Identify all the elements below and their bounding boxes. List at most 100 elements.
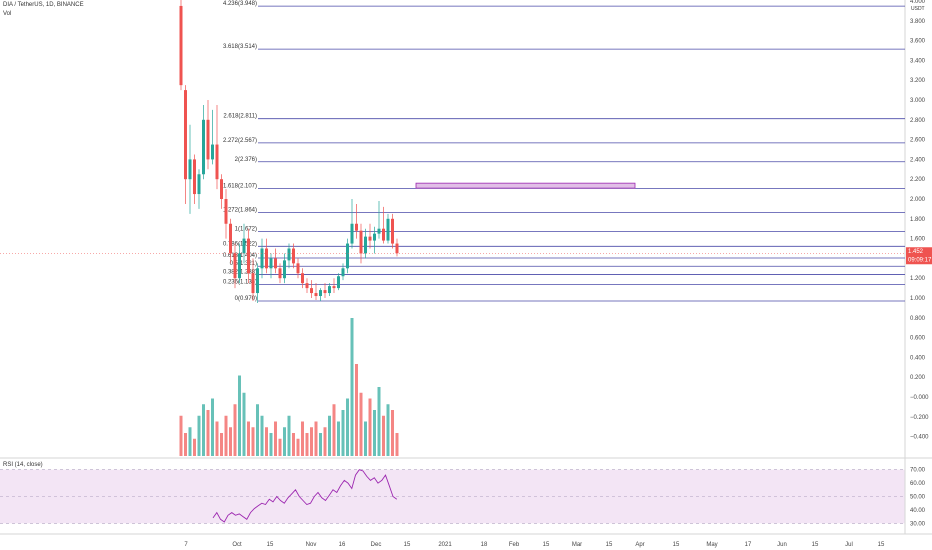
price-tick-label: 2.400 bbox=[910, 157, 926, 163]
price-tick-label: 2.800 bbox=[910, 118, 926, 124]
rsi-tick-label: 40.00 bbox=[910, 508, 926, 514]
candle-body bbox=[179, 5, 183, 86]
volume-bar bbox=[314, 421, 318, 456]
volume-bar bbox=[202, 404, 205, 456]
candle-body bbox=[319, 290, 322, 297]
volume-bar bbox=[206, 410, 210, 456]
candle-body bbox=[278, 268, 282, 279]
candle-body bbox=[215, 144, 219, 180]
time-tick-label: 16 bbox=[339, 542, 346, 548]
volume-bar bbox=[391, 410, 394, 456]
time-tick-label: Jun bbox=[777, 542, 787, 548]
volume-bar bbox=[238, 375, 241, 456]
price-badge bbox=[906, 247, 932, 265]
time-tick-label: Dec bbox=[371, 542, 382, 548]
candle-body bbox=[314, 293, 318, 297]
candle-body bbox=[247, 238, 250, 274]
fib-level-label: 0(0.970) bbox=[235, 296, 257, 302]
fib-level-label: 2.272(2.567) bbox=[223, 138, 257, 144]
volume-bar bbox=[184, 433, 187, 456]
volume-bar bbox=[310, 427, 313, 456]
candle-body bbox=[251, 273, 255, 294]
candle-body bbox=[355, 223, 358, 231]
candle-body bbox=[386, 218, 390, 241]
volume-bar bbox=[301, 421, 304, 456]
rsi-tick-label: 30.00 bbox=[910, 521, 926, 527]
candle-body bbox=[256, 268, 259, 294]
time-tick-label: 15 bbox=[267, 542, 274, 548]
time-tick-label: Jul bbox=[845, 542, 853, 548]
volume-bar bbox=[229, 427, 232, 456]
volume-bar bbox=[337, 421, 340, 456]
volume-bar bbox=[251, 427, 255, 456]
time-tick-label: 15 bbox=[404, 542, 411, 548]
volume-bar bbox=[382, 415, 385, 456]
candle-body bbox=[202, 119, 205, 175]
candle-body bbox=[296, 263, 300, 274]
time-tick-label: 15 bbox=[673, 542, 680, 548]
price-tick-label: 1.200 bbox=[910, 276, 926, 282]
volume-bar bbox=[179, 415, 183, 456]
volume-bar bbox=[220, 433, 223, 456]
candle-body bbox=[310, 288, 313, 294]
price-tick-label: 3.600 bbox=[910, 39, 926, 45]
time-tick-label: 15 bbox=[878, 542, 885, 548]
volume-bar bbox=[332, 404, 336, 456]
price-tick-label: 0.600 bbox=[910, 336, 926, 342]
price-tick-label: 2.200 bbox=[910, 177, 926, 183]
candle-body bbox=[197, 174, 201, 195]
volume-bar bbox=[386, 404, 390, 456]
volume-bar bbox=[287, 415, 291, 456]
volume-bar bbox=[265, 427, 268, 456]
price-tick-label: 0.200 bbox=[910, 375, 926, 381]
candle-body bbox=[269, 258, 273, 269]
candle-body bbox=[301, 273, 304, 284]
volume-bar bbox=[395, 433, 399, 456]
candle-body bbox=[274, 258, 277, 269]
candle-body bbox=[359, 230, 363, 254]
candle-body bbox=[287, 248, 291, 261]
price-tick-label: 2.000 bbox=[910, 197, 926, 203]
time-tick-label: 7 bbox=[184, 542, 188, 548]
fib-level-label: 2(2.376) bbox=[235, 157, 257, 163]
time-tick-label: 15 bbox=[812, 542, 819, 548]
candle-body bbox=[283, 260, 286, 279]
volume-bar bbox=[247, 421, 250, 456]
volume-bar bbox=[197, 415, 201, 456]
fib-level-label: 4.236(3.948) bbox=[223, 1, 257, 7]
price-badge-countdown: 09:09:17 bbox=[908, 257, 932, 263]
candle-body bbox=[323, 290, 327, 294]
volume-bar bbox=[341, 410, 345, 456]
volume-bar bbox=[283, 427, 286, 456]
candle-body bbox=[292, 248, 295, 264]
volume-bar bbox=[193, 438, 196, 456]
price-tick-label: 3.200 bbox=[910, 78, 926, 84]
candle-body bbox=[346, 243, 349, 269]
price-tick-label: 1.600 bbox=[910, 237, 926, 243]
price-badge-value: 1.452 bbox=[908, 249, 924, 255]
candle-body bbox=[238, 253, 241, 279]
candle-body bbox=[382, 228, 385, 241]
volume-bar bbox=[292, 433, 295, 456]
candle-body bbox=[260, 248, 264, 269]
volume-bar bbox=[269, 433, 273, 456]
volume-bar bbox=[278, 438, 282, 456]
time-tick-label: May bbox=[706, 542, 717, 548]
volume-bar bbox=[359, 392, 363, 456]
rsi-tick-label: 50.00 bbox=[910, 495, 926, 501]
rsi-line bbox=[212, 469, 398, 523]
volume-bar bbox=[377, 387, 381, 456]
candle-body bbox=[377, 228, 381, 234]
volume-bar bbox=[350, 318, 354, 456]
volume-bar bbox=[260, 415, 264, 456]
fib-level-label: 2.618(2.811) bbox=[223, 114, 257, 120]
rsi-tick-label: 70.00 bbox=[910, 468, 926, 474]
fib-level-label: 1(1.672) bbox=[235, 226, 257, 232]
fib-level-label: 0.236(1.135) bbox=[223, 280, 257, 286]
volume-bar bbox=[215, 421, 219, 456]
volume-bar bbox=[188, 427, 192, 456]
candle-body bbox=[184, 90, 187, 180]
candle-body bbox=[224, 199, 228, 224]
candle-body bbox=[233, 253, 237, 279]
